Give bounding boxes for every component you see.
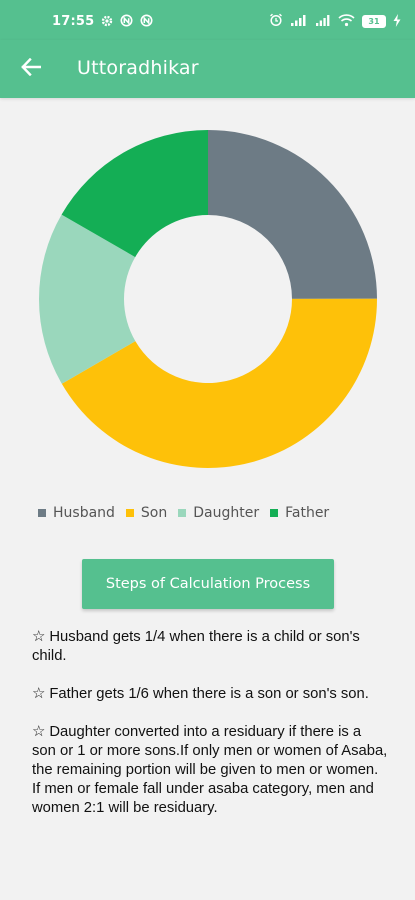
legend-swatch bbox=[38, 509, 46, 517]
legend-label: Daughter bbox=[193, 505, 260, 521]
slice-son[interactable] bbox=[61, 298, 378, 468]
page-title: Uttoradhikar bbox=[77, 57, 199, 79]
signal-icon bbox=[315, 12, 331, 31]
app-notification-icon bbox=[120, 12, 133, 31]
note-husband: ☆ Husband gets 1/4 when there is a child… bbox=[32, 629, 360, 664]
slice-daughter[interactable] bbox=[38, 214, 136, 384]
steps-of-calculation-button[interactable]: Steps of Calculation Process bbox=[82, 559, 334, 609]
donut-chart-svg bbox=[38, 130, 378, 468]
status-bar: 17:55 31 bbox=[0, 0, 415, 40]
legend-item-son: Son bbox=[125, 505, 168, 521]
arrow-left-icon bbox=[21, 57, 42, 80]
slice-husband[interactable] bbox=[208, 130, 377, 299]
charging-icon bbox=[393, 12, 401, 31]
note-daughter: ☆ Daughter converted into a residuary if… bbox=[32, 724, 388, 816]
alarm-icon bbox=[269, 12, 283, 31]
legend-label: Husband bbox=[53, 505, 115, 521]
legend-label: Father bbox=[285, 505, 330, 521]
status-left: 17:55 bbox=[52, 12, 153, 30]
app-notification-icon bbox=[140, 12, 153, 31]
legend-item-husband: Husband bbox=[38, 505, 115, 521]
legend-label: Son bbox=[140, 505, 168, 521]
calculation-notes: ☆ Husband gets 1/4 when there is a child… bbox=[32, 628, 388, 837]
legend-item-daughter: Daughter bbox=[178, 505, 259, 521]
app-bar: Uttoradhikar bbox=[0, 40, 415, 98]
wifi-icon bbox=[338, 12, 355, 31]
signal-icon bbox=[290, 12, 308, 31]
back-button[interactable] bbox=[16, 54, 46, 84]
legend-item-father: Father bbox=[270, 505, 329, 521]
battery-icon: 31 bbox=[362, 14, 386, 28]
legend-swatch bbox=[270, 509, 279, 517]
settings-icon bbox=[101, 12, 113, 31]
note-father: ☆ Father gets 1/6 when there is a son or… bbox=[32, 686, 369, 702]
status-time: 17:55 bbox=[52, 13, 95, 29]
legend-swatch bbox=[125, 509, 134, 517]
legend-swatch bbox=[178, 509, 187, 517]
chart-legend: Husband Son Daughter Father bbox=[38, 505, 340, 521]
donut-chart bbox=[0, 110, 415, 490]
status-right: 31 bbox=[269, 11, 401, 31]
slice-father[interactable] bbox=[61, 130, 208, 258]
